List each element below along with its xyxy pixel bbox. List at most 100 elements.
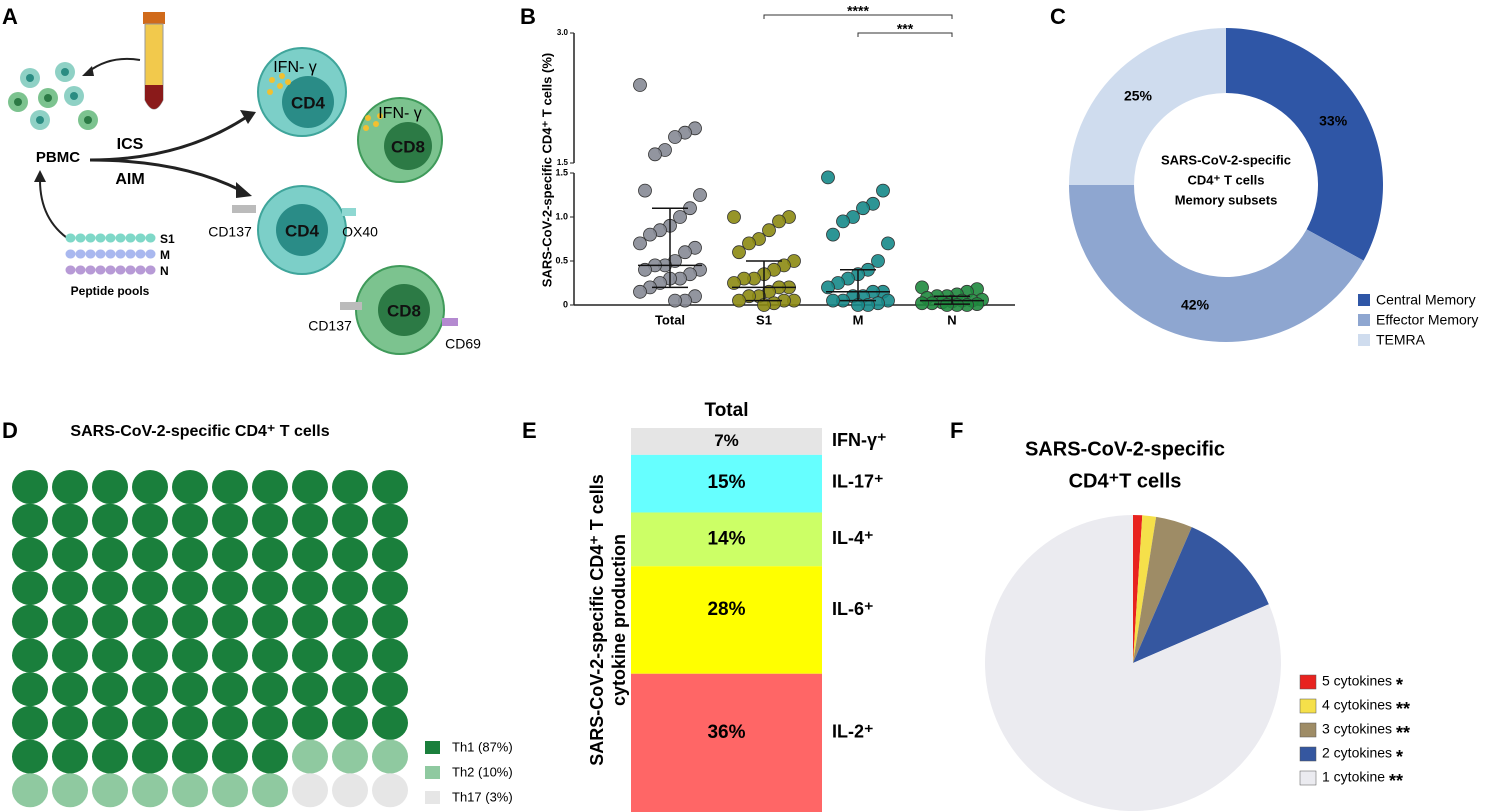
- panel-label: A: [2, 4, 18, 29]
- waffle-cell: [332, 739, 368, 774]
- waffle-cell: [52, 672, 88, 707]
- waffle-cell: [332, 672, 368, 707]
- legend-label: Central Memory: [1376, 292, 1476, 308]
- waffle-cell: [172, 773, 208, 808]
- waffle-cell: [12, 470, 48, 504]
- tube-cap: [143, 12, 165, 24]
- pie-slice: [1133, 527, 1269, 663]
- waffle-cell: [332, 705, 368, 740]
- waffle-cell: [252, 503, 288, 538]
- waffle-cell: [52, 470, 88, 504]
- y-axis-label: SARS-CoV-2-specific CD4⁺ T cells (%): [539, 53, 554, 287]
- category-label: IL-4⁺: [832, 528, 874, 548]
- waffle-cell: [332, 537, 368, 572]
- x-tick-label: Total: [655, 312, 685, 327]
- waffle-cell: [372, 503, 408, 538]
- waffle-cell: [92, 705, 128, 740]
- dot: [940, 298, 954, 312]
- waffle-cell: [172, 705, 208, 740]
- waffle-cell: [252, 571, 288, 606]
- dot: [826, 227, 840, 242]
- pbmc-label: PBMC: [36, 149, 80, 166]
- waffle-cell: [292, 672, 328, 707]
- value-label: 36%: [707, 722, 745, 743]
- waffle-cell: [212, 604, 248, 639]
- waffle-cell: [132, 571, 168, 606]
- waffle-cell: [132, 638, 168, 673]
- waffle-cell: [12, 739, 48, 774]
- waffle-cell: [252, 739, 288, 774]
- value-label: 28%: [707, 599, 745, 620]
- dot: [826, 293, 840, 308]
- value-label: 14%: [707, 528, 745, 549]
- waffle-cell: [332, 571, 368, 606]
- y-tick-label: 0: [563, 299, 568, 309]
- dot: [693, 188, 707, 202]
- waffle-cell: [52, 537, 88, 572]
- arrowhead: [240, 110, 256, 124]
- chart-title: SARS-CoV-2-specific: [1161, 152, 1291, 167]
- cytokine-dots: [267, 73, 383, 131]
- chart-title: Memory subsets: [1175, 192, 1278, 207]
- donut-segment: [1226, 28, 1383, 261]
- waffle-cell: [92, 672, 128, 707]
- legend-label: 5 cytokines: [1322, 673, 1392, 689]
- legend-swatch: [1358, 294, 1370, 306]
- legend-label: 4 cytokines: [1322, 697, 1392, 713]
- panel-label: B: [520, 4, 536, 29]
- waffle-cell: [372, 537, 408, 572]
- waffle-cell: [372, 773, 408, 808]
- bar-segment: [631, 512, 822, 567]
- dot: [881, 236, 895, 251]
- waffle-cell: [332, 503, 368, 538]
- bar-segment: [631, 454, 822, 513]
- chart-title: SARS-CoV-2-specific CD4⁺ T cells: [70, 423, 329, 440]
- receptor: [232, 205, 256, 213]
- waffle-cell: [372, 638, 408, 673]
- waffle-cell: [292, 773, 328, 808]
- dot: [643, 227, 657, 242]
- waffle-cell: [92, 470, 128, 504]
- pie-slice: [1133, 516, 1192, 663]
- bar-segment: [631, 428, 822, 455]
- receptor: [340, 302, 362, 310]
- waffle-cell: [52, 604, 88, 639]
- cd137-label: CD137: [208, 224, 252, 240]
- waffle-cell: [252, 773, 288, 808]
- dot: [915, 296, 929, 311]
- waffle-cell: [292, 571, 328, 606]
- dot: [727, 210, 741, 224]
- peptide-pools-label: Peptide pools: [71, 284, 150, 298]
- dot: [836, 214, 850, 229]
- dot: [762, 223, 776, 238]
- arrowhead: [236, 182, 252, 198]
- waffle-cell: [372, 739, 408, 774]
- waffle-cell: [332, 773, 368, 808]
- dot: [633, 236, 647, 251]
- legend-swatch: [1299, 746, 1317, 762]
- waffle-cell: [92, 503, 128, 538]
- pie-slice: [985, 515, 1281, 811]
- legend-label: Th17 (3%): [452, 789, 513, 804]
- legend-label: 2 cytokines: [1322, 745, 1392, 761]
- y-tick-label: 1.5: [555, 167, 568, 177]
- arrow: [89, 158, 241, 192]
- waffle-cell: [212, 638, 248, 673]
- y-tick-label: 1.0: [555, 211, 568, 221]
- waffle-cell: [252, 537, 288, 572]
- legend-swatch: [1299, 674, 1317, 690]
- peptide-chains: [65, 233, 163, 275]
- significance-label: **: [1396, 723, 1410, 743]
- waffle-cell: [252, 638, 288, 673]
- waffle-cell: [172, 638, 208, 673]
- waffle-cell: [252, 705, 288, 740]
- value-label: 7%: [714, 431, 739, 450]
- x-tick-label: M: [853, 312, 864, 327]
- peptide-label: M: [160, 248, 170, 262]
- pbmc-cells: [8, 62, 98, 130]
- legend-swatch: [1358, 334, 1370, 346]
- waffle-cell: [172, 571, 208, 606]
- waffle-cell: [372, 604, 408, 639]
- waffle-cell: [372, 705, 408, 740]
- receptor: [342, 208, 356, 216]
